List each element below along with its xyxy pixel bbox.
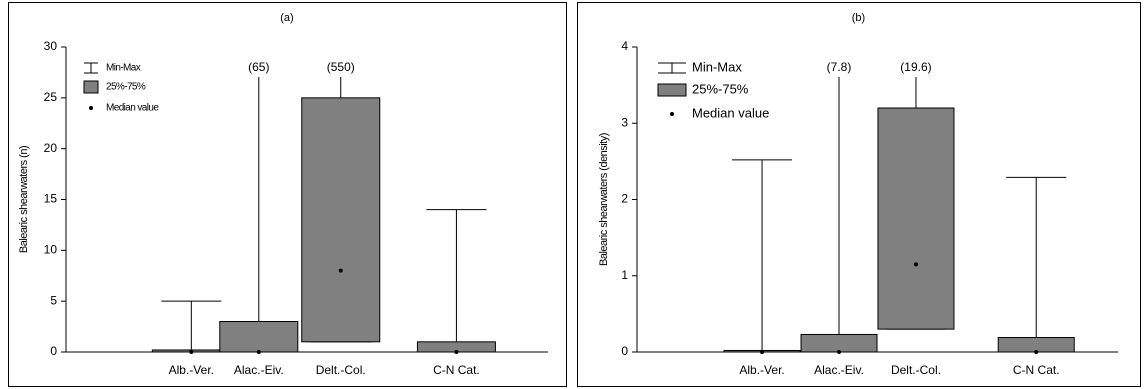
- median-dot: [1034, 350, 1039, 354]
- legend-label: 25%-75%: [106, 82, 146, 93]
- box: [219, 321, 299, 353]
- plot-area: [151, 77, 496, 354]
- median-dot: [454, 350, 459, 354]
- x-tick-label: Alb.-Ver.: [169, 363, 214, 377]
- x-tick-label: Delt.-Col.: [891, 363, 941, 377]
- y-tick-label: 0: [621, 344, 628, 358]
- x-tick-label: C-N Cat.: [433, 363, 480, 377]
- box: [800, 333, 878, 353]
- y-tick-label: 20: [44, 141, 58, 155]
- median-dot: [338, 268, 343, 273]
- y-tick-label: 0: [50, 344, 57, 358]
- x-tick-label: C-N Cat.: [1013, 363, 1060, 377]
- median-dot: [913, 262, 918, 267]
- legend-symbol: [89, 106, 93, 110]
- panel-frame: [577, 2, 1141, 387]
- max-value-label: (550): [327, 60, 355, 74]
- plot-area: [723, 77, 1075, 354]
- max-value-label: (65): [248, 60, 269, 74]
- box: [301, 97, 381, 343]
- legend-symbol: [83, 80, 99, 94]
- y-tick-label: 1: [621, 268, 628, 282]
- median-dot: [256, 350, 261, 354]
- legend-label: 25%-75%: [692, 81, 749, 96]
- median-dot: [837, 350, 842, 354]
- x-tick-label: Alac.-Eiv.: [814, 363, 864, 377]
- median-dot: [189, 350, 194, 354]
- legend-label: Min-Max: [106, 63, 141, 74]
- chart-title: (a): [280, 12, 293, 24]
- x-tick-label: Alb.-Ver.: [739, 363, 784, 377]
- y-tick-label: 30: [44, 39, 58, 53]
- max-value-label: (7.8): [827, 60, 852, 74]
- median-dot: [760, 350, 765, 354]
- legend-label: Median value: [106, 103, 159, 114]
- panel-frame: [8, 2, 567, 387]
- legend-symbol: [670, 112, 674, 116]
- x-tick-label: Alac.-Eiv.: [234, 363, 284, 377]
- legend-symbol: [657, 83, 687, 97]
- y-tick-label: 2: [621, 192, 628, 206]
- y-tick-label: 15: [44, 192, 58, 206]
- y-tick-label: 10: [44, 243, 58, 257]
- box: [997, 337, 1075, 353]
- max-value-label: (19.6): [900, 60, 931, 74]
- box: [877, 107, 955, 330]
- y-tick-label: 25: [44, 90, 58, 104]
- legend-label: Min-Max: [692, 59, 742, 74]
- y-tick-label: 4: [621, 39, 628, 53]
- y-tick-label: 3: [621, 115, 628, 129]
- y-tick-label: 5: [50, 293, 57, 307]
- x-tick-label: Delt.-Col.: [316, 363, 366, 377]
- chart-title: (b): [852, 12, 865, 24]
- y-axis-label: Balearic shearwaters (n): [18, 146, 30, 253]
- y-axis-label: Balearic shearwaters (density): [598, 133, 610, 266]
- legend-label: Median value: [692, 105, 769, 120]
